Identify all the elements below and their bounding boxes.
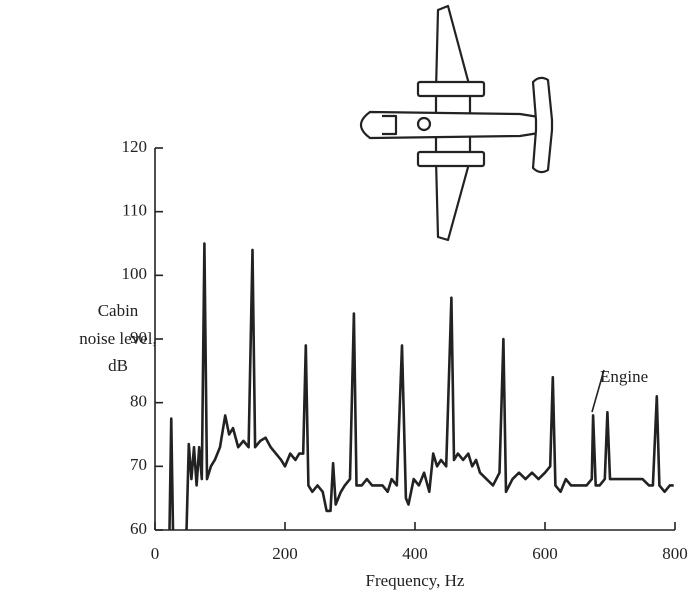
x-tick-label: 0 (151, 544, 160, 563)
x-tick-label: 800 (662, 544, 688, 563)
x-tick-label: 400 (402, 544, 428, 563)
y-tick-label: 110 (122, 201, 147, 220)
y-tick-label: 70 (130, 455, 147, 474)
annotation-pointer (591, 369, 605, 413)
y-tick-label: 120 (122, 137, 148, 156)
annotation: Engine (600, 367, 648, 386)
airplane-illustration (359, 4, 554, 242)
y-tick-label: 60 (130, 519, 147, 538)
y-tick-label: 80 (130, 392, 147, 411)
y-tick-label: 90 (130, 328, 147, 347)
x-axis-label: Frequency, Hz (366, 571, 465, 590)
x-tick-label: 600 (532, 544, 558, 563)
x-tick-label: 200 (272, 544, 298, 563)
y-axis-label: dB (108, 356, 128, 375)
data-line (168, 242, 674, 530)
y-tick-label: 100 (122, 264, 148, 283)
y-axis-label: noise level, (79, 329, 156, 348)
y-axis-label: Cabin (98, 301, 139, 320)
